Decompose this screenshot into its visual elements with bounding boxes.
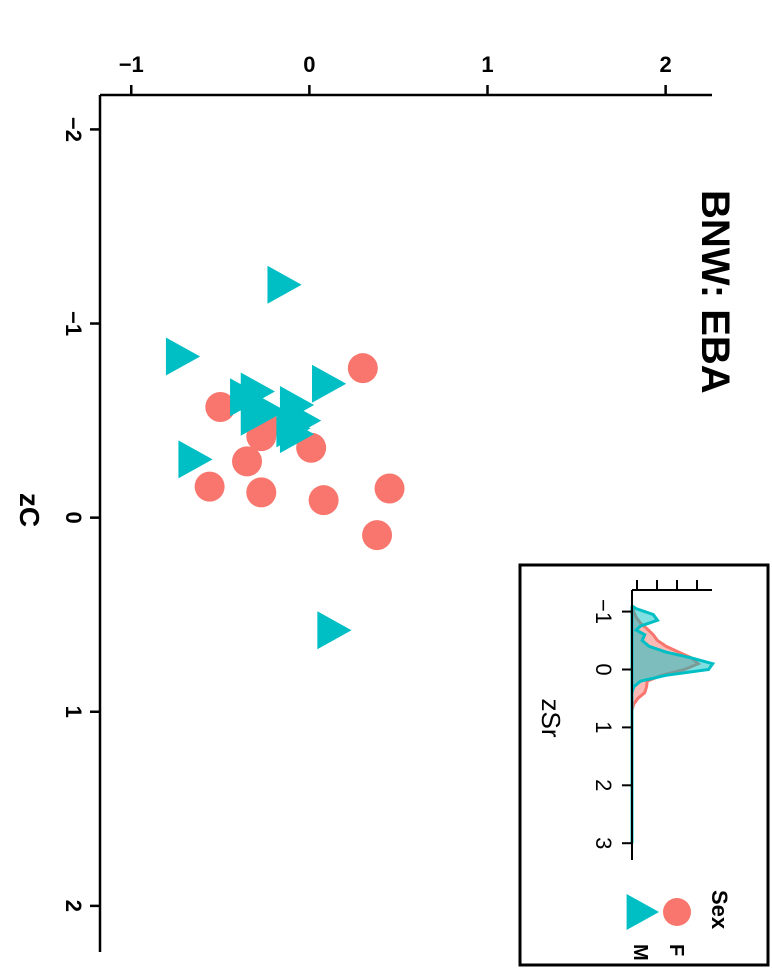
- legend-key-F: [663, 898, 691, 926]
- inset-x-tick-label: −1: [591, 599, 616, 624]
- point-M: [166, 338, 200, 376]
- point-F: [348, 353, 378, 383]
- x-axis-label: zC: [14, 493, 45, 527]
- point-F: [309, 485, 339, 515]
- x-tick-label: 0: [61, 512, 86, 524]
- point-F: [362, 520, 392, 550]
- y-tick-label: −1: [119, 52, 144, 77]
- inset-x-axis-label: zSr: [536, 699, 566, 738]
- inset-x-tick-label: 2: [591, 779, 616, 791]
- point-F: [246, 477, 276, 507]
- point-M: [267, 266, 301, 304]
- point-F: [195, 472, 225, 502]
- inset-x-tick-label: 1: [591, 721, 616, 733]
- legend-label-M: M: [629, 944, 651, 961]
- y-tick-label: 0: [303, 52, 315, 77]
- point-F: [232, 446, 262, 476]
- inset-x-tick-label: 3: [591, 837, 616, 849]
- point-M: [317, 611, 351, 649]
- y-ticks: −1 0 1 2: [119, 52, 672, 95]
- density-inset: −1 0 1 2 3 zSr Sex F M: [520, 565, 768, 965]
- chart-title: BNW: EBA: [693, 190, 737, 394]
- rotated-plot: BNW: EBA −2 −1 0 1 2 −1 0 1 2 zC −1 0 1 2 3 zSr Sex…: [14, 52, 768, 965]
- x-ticks: −2 −1 0 1 2: [61, 117, 100, 912]
- x-tick-label: 2: [61, 900, 86, 912]
- x-tick-label: 1: [61, 706, 86, 718]
- y-tick-label: 2: [660, 52, 672, 77]
- x-tick-label: −1: [61, 311, 86, 336]
- y-tick-label: 1: [481, 52, 493, 77]
- legend-label-F: F: [665, 944, 687, 956]
- point-M: [312, 365, 346, 403]
- point-F: [375, 474, 405, 504]
- inset-x-tick-label: 0: [591, 663, 616, 675]
- x-tick-label: −2: [61, 117, 86, 142]
- legend-title: Sex: [707, 890, 732, 930]
- data-points: [166, 266, 405, 650]
